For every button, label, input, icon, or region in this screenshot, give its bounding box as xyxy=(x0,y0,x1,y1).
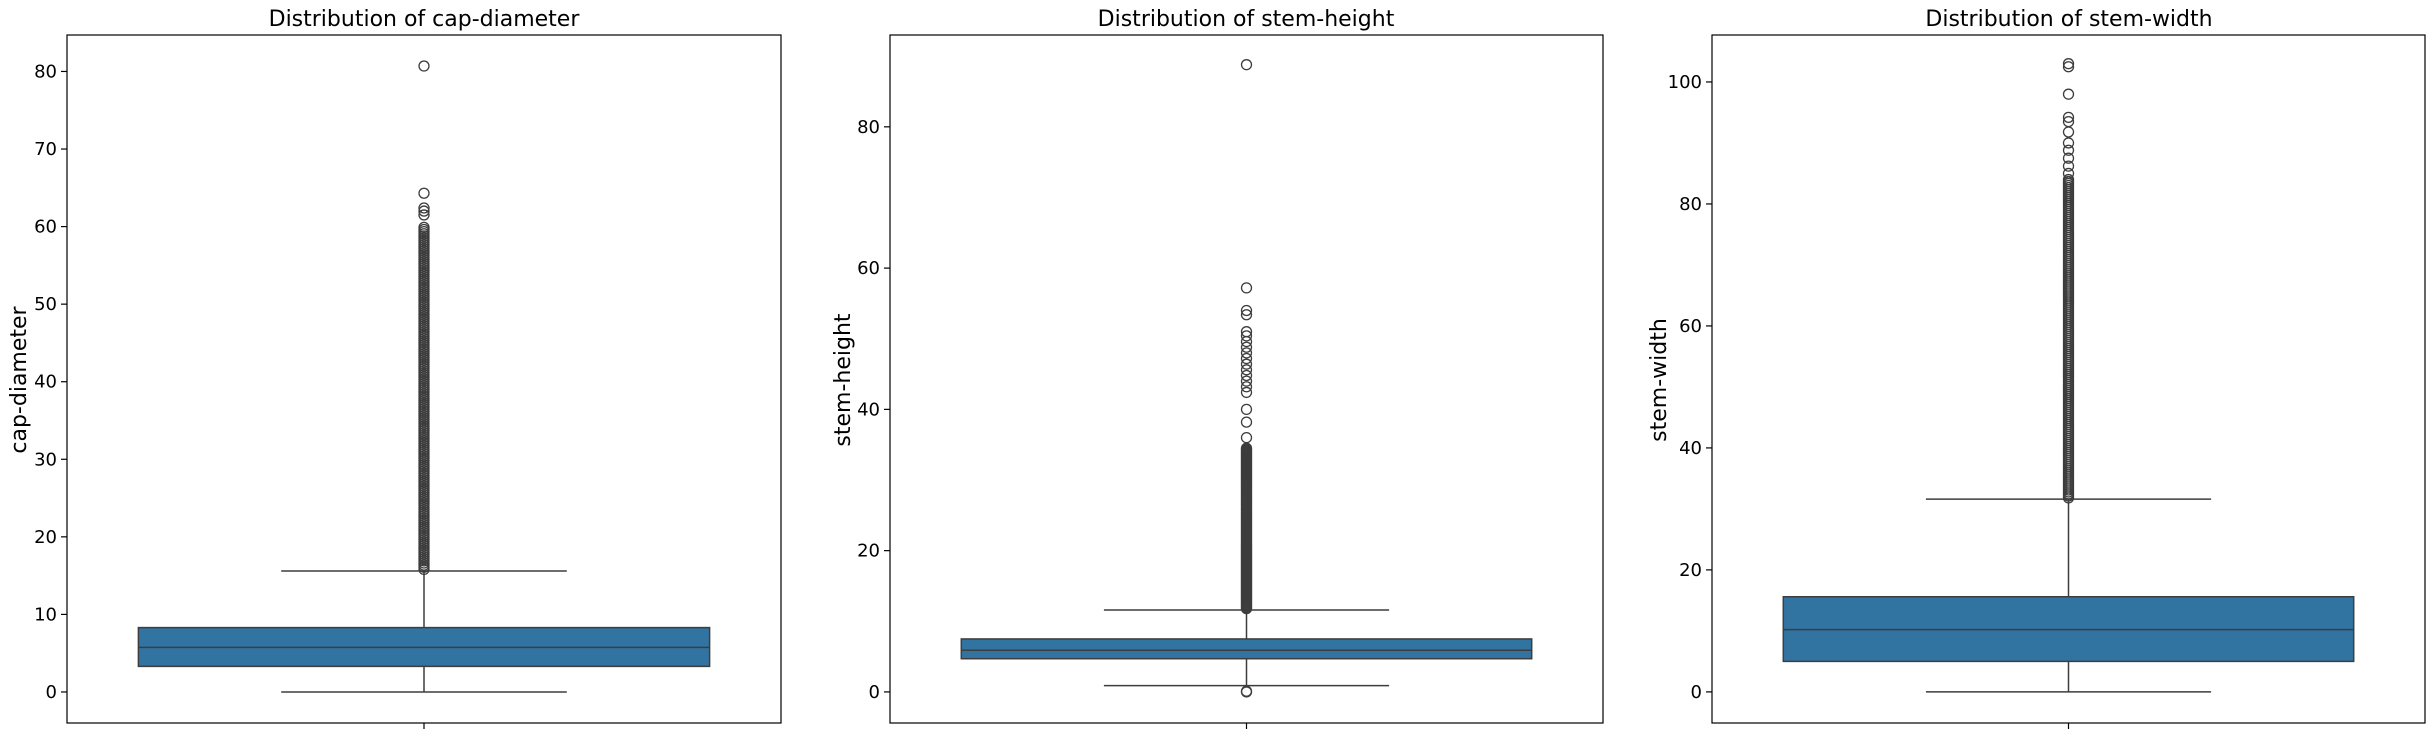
y-tick-label: 20 xyxy=(1679,560,1702,581)
outlier-point xyxy=(418,221,430,234)
y-tick-label: 40 xyxy=(34,372,57,393)
outlier-point xyxy=(1240,304,1253,317)
y-tick-label: 60 xyxy=(34,217,57,238)
plot-frame xyxy=(66,34,782,724)
y-tick-label: 60 xyxy=(1679,316,1702,337)
outlier-point xyxy=(418,205,430,217)
outlier-point xyxy=(1240,341,1253,353)
y-tick-label: 70 xyxy=(34,139,57,160)
outlier-point xyxy=(2062,61,2075,73)
y-tick-label: 40 xyxy=(857,399,880,420)
plot-area: 0 10 20 30 40 50 60 70 80 xyxy=(34,60,711,729)
outlier-point xyxy=(1240,431,1253,444)
outlier-point xyxy=(2062,160,2075,172)
outlier-point xyxy=(2062,137,2075,149)
plot-frame xyxy=(1711,34,2426,724)
plot-frame xyxy=(889,34,1604,724)
outlier-point xyxy=(1240,352,1253,365)
outlier-point xyxy=(2062,111,2075,123)
outlier-point xyxy=(1240,364,1253,376)
y-tick-label: 80 xyxy=(857,117,880,138)
outlier-point xyxy=(2062,126,2075,138)
outlier-point xyxy=(2062,88,2075,100)
y-axis-label: stem-height xyxy=(831,313,856,446)
outlier-point xyxy=(1240,381,1253,393)
y-tick-label: 100 xyxy=(1668,72,1702,93)
outlier-point xyxy=(2062,167,2075,180)
panel-title: Distribution of cap-diameter xyxy=(269,7,581,32)
outlier-point xyxy=(1240,403,1253,416)
y-axis-label: stem-width xyxy=(1647,318,1672,442)
y-tick-label: 80 xyxy=(1679,194,1702,215)
y-tick-label: 20 xyxy=(34,527,57,548)
y-tick-label: 40 xyxy=(1679,438,1702,459)
y-tick-label: 0 xyxy=(46,682,57,703)
outlier-point xyxy=(1240,685,1253,697)
y-tick-label: 30 xyxy=(34,449,57,470)
outlier-point xyxy=(1240,369,1253,382)
panel-stem-height: Distribution of stem-height stem-height … xyxy=(831,7,1604,729)
outlier-point xyxy=(418,209,430,221)
box-iqr xyxy=(960,638,1533,660)
outlier-point xyxy=(418,187,430,199)
y-tick-label: 20 xyxy=(857,541,880,562)
outlier-point xyxy=(1240,358,1253,370)
panel-cap-diameter: Distribution of cap-diameter cap-diamete… xyxy=(7,7,782,729)
outlier-point xyxy=(418,202,430,214)
outlier-point xyxy=(1240,330,1253,342)
panel-title: Distribution of stem-height xyxy=(1098,7,1395,32)
y-tick-label: 60 xyxy=(857,258,880,279)
panel-stem-width: Distribution of stem-width stem-width 0 2… xyxy=(1647,7,2426,729)
outlier-point xyxy=(2062,152,2075,164)
outlier-point xyxy=(2062,115,2075,128)
outlier-point xyxy=(418,60,430,72)
outlier-point xyxy=(1240,386,1253,399)
outlier-point xyxy=(1240,282,1253,294)
y-tick-label: 50 xyxy=(34,294,57,315)
outlier-point xyxy=(1240,309,1253,321)
outlier-point xyxy=(2062,58,2075,70)
y-tick-label: 80 xyxy=(34,61,57,82)
outlier-point xyxy=(2062,144,2075,156)
outlier-point xyxy=(2062,173,2075,186)
plot-area: 0 20 40 60 80 100 xyxy=(1668,58,2355,729)
outlier-point xyxy=(1240,326,1253,338)
outlier-point xyxy=(1240,375,1253,387)
panel-title: Distribution of stem-width xyxy=(1925,7,2212,32)
outlier-point xyxy=(1240,335,1253,348)
y-tick-label: 10 xyxy=(34,604,57,625)
y-tick-label: 0 xyxy=(869,682,880,703)
y-tick-label: 0 xyxy=(1691,682,1702,703)
y-axis-label: cap-diameter xyxy=(7,305,32,453)
outlier-point xyxy=(1240,416,1253,428)
outlier-point xyxy=(1240,59,1253,71)
outlier-point xyxy=(1240,347,1253,359)
plot-area: 0 20 40 60 80 xyxy=(857,59,1533,729)
